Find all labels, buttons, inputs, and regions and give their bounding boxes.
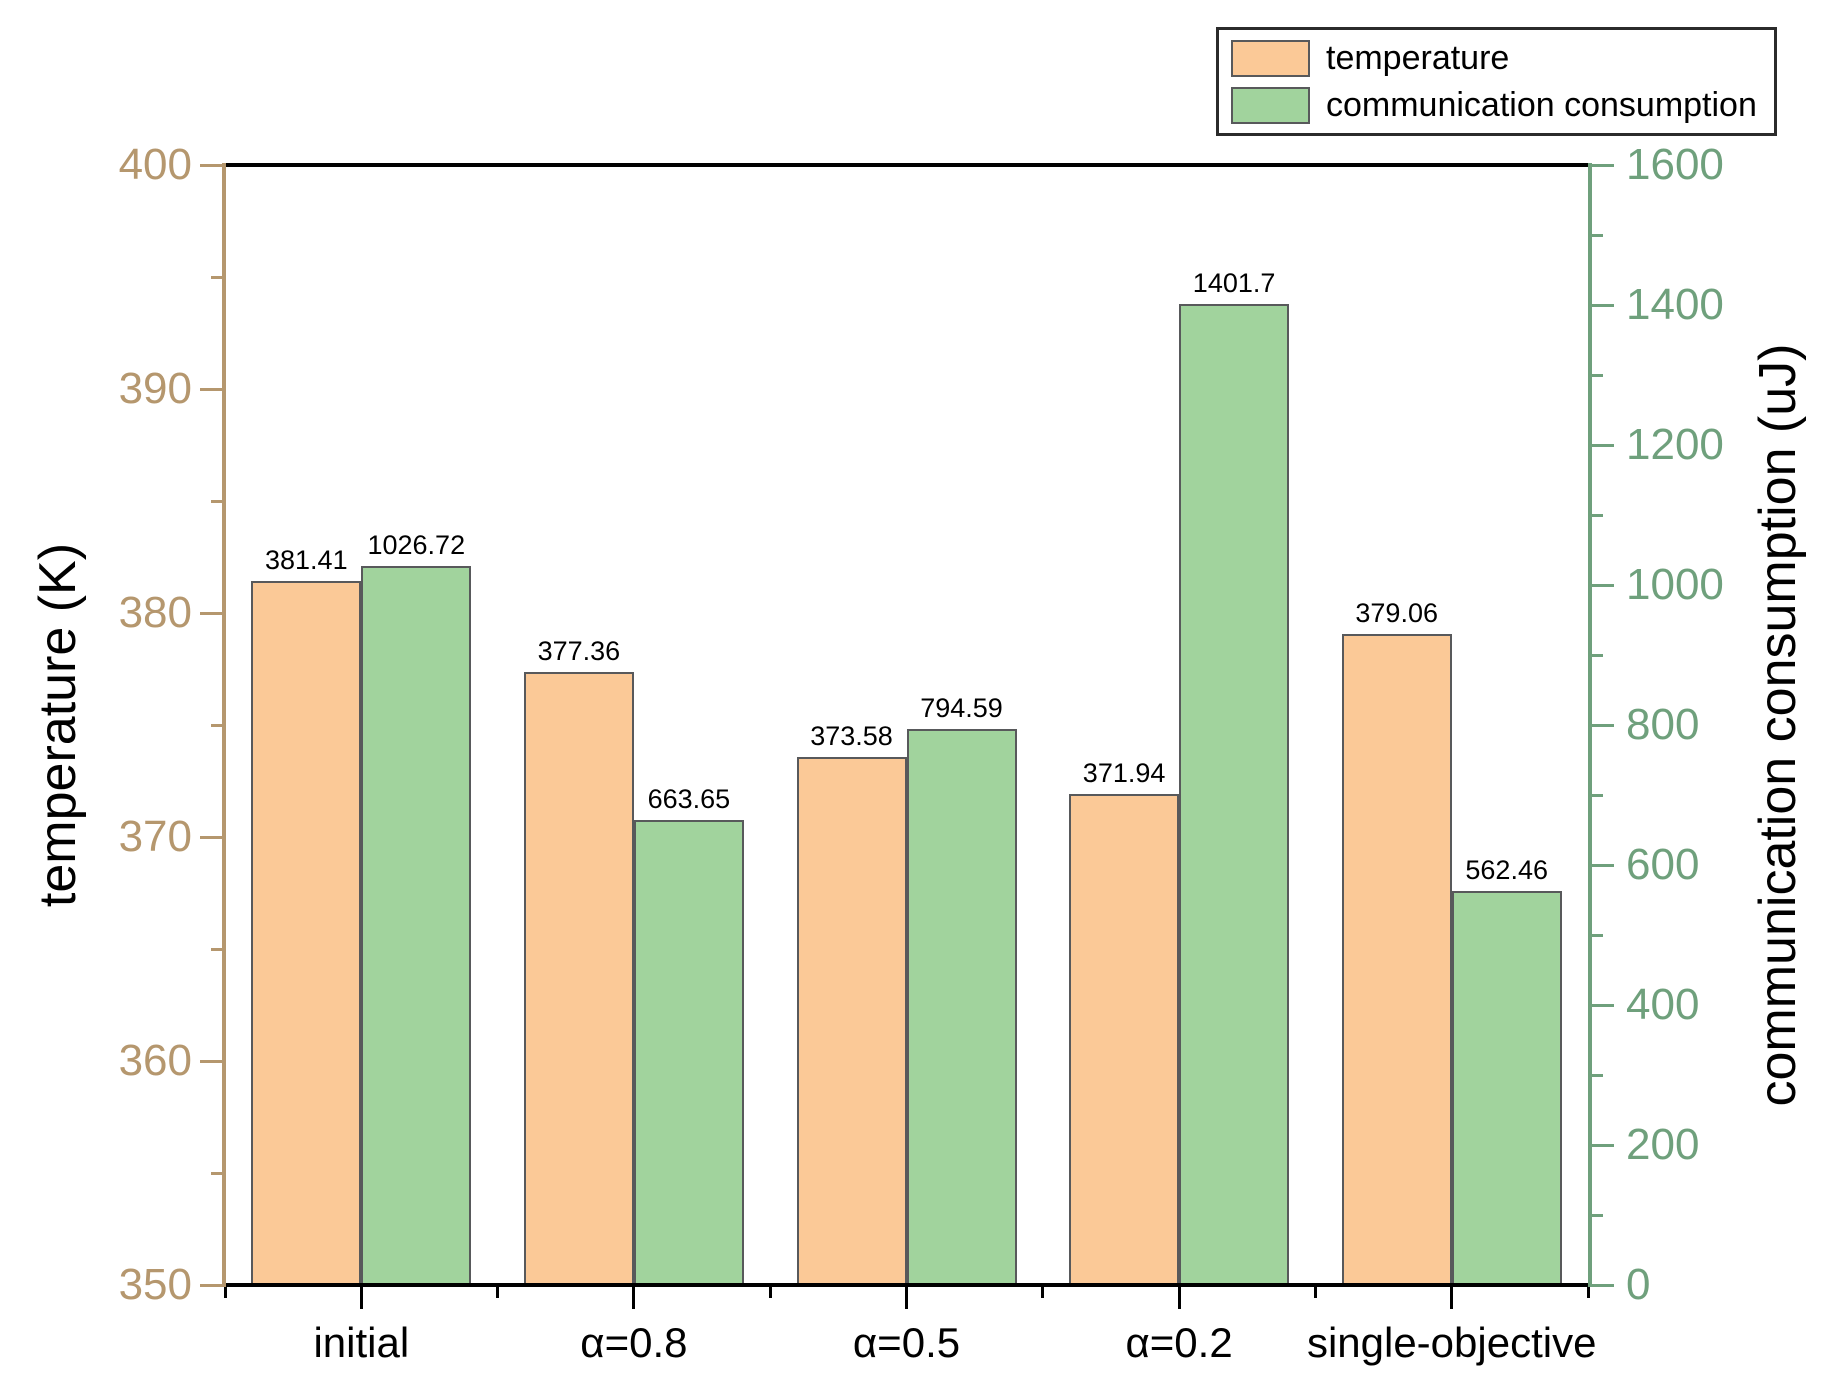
left-major-tick [200, 1283, 222, 1287]
x-minor-tick [1041, 1287, 1045, 1298]
right-minor-tick [1592, 1073, 1603, 1077]
value-label-communication-consumption-5: 562.46 [1465, 855, 1548, 886]
left-major-tick [200, 1059, 222, 1063]
right-tick-label: 400 [1626, 980, 1700, 1029]
right-tick-label: 200 [1626, 1120, 1700, 1169]
x-major-tick [1450, 1287, 1454, 1309]
x-tick-label: α=0.8 [580, 1319, 688, 1366]
x-tick-label: initial [313, 1319, 410, 1366]
x-tick-label: single-objective [1306, 1319, 1597, 1366]
value-label-temperature-1: 381.41 [265, 545, 348, 576]
value-label-communication-consumption-2: 663.65 [647, 784, 731, 815]
bar-communication-consumption-5 [1451, 891, 1562, 1287]
left-axis-title: temperature (K) [29, 542, 87, 908]
left-minor-tick [211, 1171, 222, 1175]
x-minor-tick [768, 1287, 772, 1298]
x-tick-label: α=0.2 [1125, 1319, 1233, 1366]
x-minor-tick [1313, 1287, 1317, 1298]
right-major-tick [1592, 583, 1614, 587]
right-tick-label: 1000 [1626, 560, 1724, 609]
left-minor-tick [211, 275, 222, 279]
legend-item-temperature: temperature [1231, 38, 1762, 78]
right-major-tick [1592, 723, 1614, 727]
right-y-axis-line [1588, 163, 1592, 1287]
right-tick-label: 1200 [1626, 420, 1724, 469]
right-tick-label: 1600 [1626, 140, 1724, 189]
bar-temperature-1 [251, 581, 362, 1287]
left-major-tick [200, 611, 222, 615]
right-minor-tick [1592, 653, 1603, 657]
legend: temperature communication consumption [1216, 27, 1777, 136]
right-tick-label: 800 [1626, 700, 1700, 749]
bar-communication-consumption-4 [1179, 303, 1290, 1287]
plot-top-border [225, 163, 1592, 167]
x-minor-tick [223, 1287, 227, 1298]
right-minor-tick [1592, 513, 1603, 517]
value-label-temperature-5: 379.06 [1355, 598, 1438, 629]
right-tick-label: 1400 [1626, 280, 1724, 329]
left-minor-tick [211, 947, 222, 951]
x-major-tick [632, 1287, 636, 1309]
left-minor-tick [211, 499, 222, 503]
temperature-swatch [1231, 39, 1310, 77]
right-minor-tick [1592, 373, 1603, 377]
left-tick-label: 370 [118, 812, 192, 861]
bar-communication-consumption-2 [633, 820, 744, 1287]
x-axis-line [225, 1283, 1592, 1287]
left-tick-label: 350 [118, 1260, 192, 1309]
right-minor-tick [1592, 1213, 1603, 1217]
right-minor-tick [1592, 933, 1603, 937]
left-major-tick [200, 387, 222, 391]
right-tick-label: 0 [1626, 1260, 1651, 1309]
left-tick-label: 380 [118, 588, 192, 637]
left-major-tick [200, 163, 222, 167]
left-tick-label: 400 [118, 140, 192, 189]
value-label-temperature-4: 371.94 [1082, 757, 1166, 788]
value-label-communication-consumption-1: 1026.72 [367, 530, 466, 561]
bar-temperature-2 [523, 672, 634, 1287]
value-label-temperature-3: 373.58 [810, 720, 893, 751]
right-major-tick [1592, 443, 1614, 447]
right-tick-label: 600 [1626, 840, 1700, 889]
x-tick-label: α=0.5 [852, 1319, 961, 1366]
x-major-tick [1177, 1287, 1181, 1309]
left-minor-tick [211, 723, 222, 727]
right-major-tick [1592, 163, 1614, 167]
right-minor-tick [1592, 233, 1603, 237]
bar-communication-consumption-3 [906, 728, 1017, 1287]
bar-temperature-4 [1069, 793, 1180, 1287]
value-label-temperature-2: 377.36 [537, 636, 621, 667]
right-major-tick [1592, 1283, 1614, 1287]
left-major-tick [200, 835, 222, 839]
value-label-communication-consumption-4: 1401.7 [1192, 267, 1276, 298]
left-y-axis-line [222, 163, 226, 1287]
communication-consumption-swatch [1231, 86, 1310, 124]
left-tick-label: 360 [118, 1036, 192, 1085]
right-minor-tick [1592, 793, 1603, 797]
x-major-tick [359, 1287, 363, 1309]
bar-temperature-5 [1341, 634, 1452, 1287]
legend-label: communication consumption [1326, 86, 1757, 124]
bar-communication-consumption-1 [361, 566, 472, 1287]
right-major-tick [1592, 863, 1614, 867]
x-minor-tick [1586, 1287, 1590, 1298]
left-tick-label: 390 [118, 364, 192, 413]
legend-label: temperature [1326, 39, 1510, 77]
legend-item-communication-consumption: communication consumption [1231, 85, 1762, 125]
right-major-tick [1592, 1143, 1614, 1147]
x-major-tick [905, 1287, 908, 1309]
right-axis-title: communication consumption (uJ) [1749, 343, 1807, 1107]
x-minor-tick [496, 1287, 500, 1298]
right-major-tick [1592, 303, 1614, 307]
value-label-communication-consumption-3: 794.59 [920, 692, 1003, 723]
right-major-tick [1592, 1003, 1614, 1007]
bar-temperature-3 [796, 756, 907, 1287]
